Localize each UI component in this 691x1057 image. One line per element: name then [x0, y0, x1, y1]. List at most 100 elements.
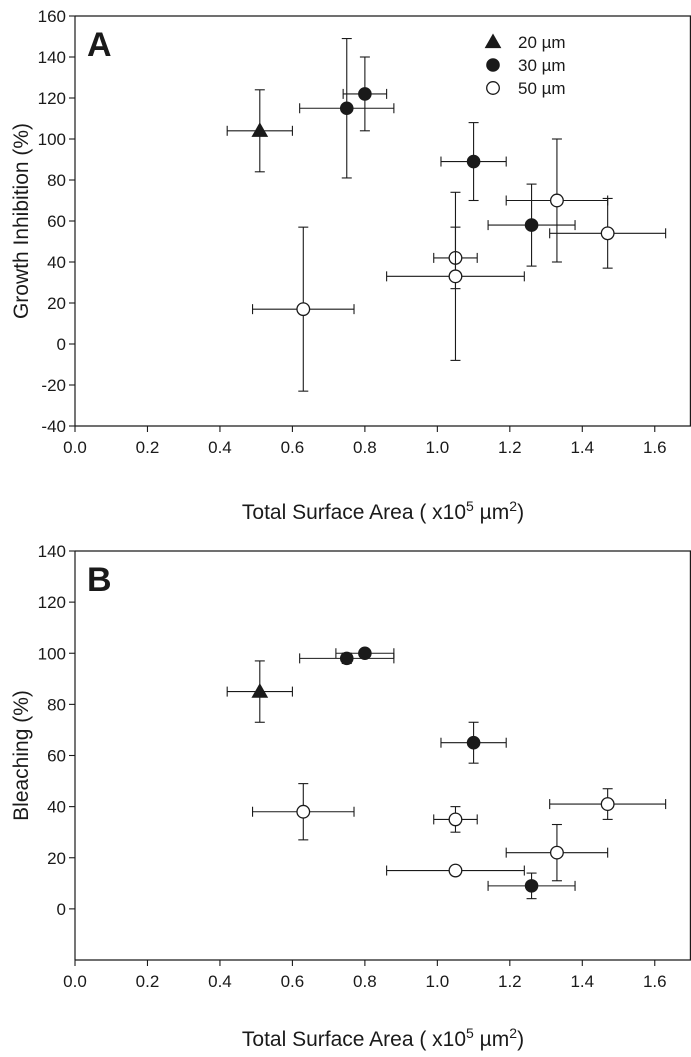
- x-tick-label: 1.0: [426, 972, 450, 991]
- y-tick-label: 20: [47, 294, 66, 313]
- x-tick-label: 0.4: [208, 438, 232, 457]
- x-tick-label: 1.4: [570, 972, 594, 991]
- series-20m: [226, 660, 293, 723]
- x-tick-label: 1.0: [426, 438, 450, 457]
- point-marker: [296, 302, 311, 317]
- x-tick-label: 1.2: [498, 438, 522, 457]
- legend-label: 50 µm: [518, 79, 566, 98]
- point-marker: [549, 845, 564, 860]
- x-tick-label: 0.6: [281, 972, 305, 991]
- data-point: [505, 138, 609, 263]
- data-point: [335, 646, 395, 661]
- y-tick-label: 60: [47, 747, 66, 766]
- y-tick-label: 0: [57, 900, 66, 919]
- y-tick-label: 140: [38, 48, 66, 67]
- x-axis-title-superscript: 5: [466, 498, 474, 514]
- x-tick-label: 1.2: [498, 972, 522, 991]
- y-tick-label: 120: [38, 89, 66, 108]
- point-marker: [448, 812, 463, 827]
- y-axis-title: Bleaching (%): [10, 690, 33, 821]
- y-tick-label: 20: [47, 849, 66, 868]
- panel-label: B: [87, 561, 112, 599]
- y-tick-label: 140: [38, 542, 66, 561]
- x-axis-title-part: ): [517, 1028, 524, 1051]
- x-axis-title-superscript: 5: [466, 1025, 474, 1041]
- series-30m: [299, 37, 576, 267]
- x-tick-label: 1.6: [643, 972, 667, 991]
- y-tick-label: 120: [38, 593, 66, 612]
- series-50m: [252, 138, 667, 392]
- x-axis-title-superscript: 2: [509, 1025, 517, 1041]
- legend-label: 30 µm: [518, 56, 566, 75]
- x-tick-label: 0.2: [136, 438, 160, 457]
- x-axis-title: Total Surface Area ( x105 µm2): [242, 1025, 524, 1051]
- x-tick-label: 0.2: [136, 972, 160, 991]
- x-tick-label: 0.8: [353, 438, 377, 457]
- x-tick-label: 0.4: [208, 972, 232, 991]
- data-point: [252, 783, 355, 841]
- y-tick-label: 80: [47, 171, 66, 190]
- data-point: [226, 89, 293, 173]
- legend-marker: [486, 58, 500, 72]
- point-marker: [466, 735, 481, 750]
- x-tick-label: 1.6: [643, 438, 667, 457]
- data-point: [226, 660, 293, 723]
- data-point: [252, 226, 355, 392]
- y-tick-label: 0: [57, 335, 66, 354]
- x-tick-label: 0.6: [281, 438, 305, 457]
- chart-panel-a: -40 -20 0 20 40 60 80 100 120 140 160 0.0 0.2 0.4 0.6 0…: [10, 7, 691, 524]
- x-axis-title: Total Surface Area ( x105 µm2): [242, 498, 524, 524]
- series-30m: [299, 646, 576, 900]
- x-tick-label: 0.8: [353, 972, 377, 991]
- y-tick-label: 60: [47, 212, 66, 231]
- data-point: [342, 56, 388, 132]
- data-point: [440, 122, 507, 202]
- y-tick-label: 40: [47, 253, 66, 272]
- x-tick-label: 0.0: [63, 438, 87, 457]
- x-axis-title-part: µm: [474, 501, 509, 524]
- point-marker: [296, 804, 311, 819]
- point-marker: [600, 226, 615, 241]
- legend: 20 µm 30 µm 50 µm: [484, 33, 566, 98]
- data-point: [386, 863, 525, 878]
- y-tick-label: 100: [38, 130, 66, 149]
- data-point: [440, 721, 507, 764]
- data-point: [433, 806, 478, 833]
- y-tick-label: -40: [41, 417, 66, 436]
- point-marker: [524, 218, 539, 232]
- data-point: [299, 37, 395, 179]
- legend-marker: [486, 81, 500, 95]
- point-marker: [251, 122, 269, 137]
- point-marker: [524, 879, 539, 893]
- series-20m: [226, 89, 293, 173]
- x-tick-label: 0.0: [63, 972, 87, 991]
- x-axis-title-part: µm: [474, 1028, 509, 1051]
- point-marker: [339, 101, 354, 116]
- y-tick-label: 160: [38, 7, 66, 26]
- y-tick-label: 80: [47, 695, 66, 714]
- data-point: [487, 183, 576, 267]
- point-marker: [600, 797, 615, 812]
- data-point: [505, 823, 609, 882]
- data-point: [549, 788, 667, 820]
- series-50m: [252, 783, 667, 882]
- x-axis-title-part: Total Surface Area ( x10: [242, 501, 466, 524]
- point-marker: [358, 87, 372, 101]
- legend-label: 20 µm: [518, 33, 566, 52]
- y-axis-title: Growth Inhibition (%): [10, 123, 33, 319]
- data-point: [487, 872, 576, 900]
- point-marker: [466, 154, 481, 169]
- legend-marker: [484, 33, 502, 49]
- y-tick-label: 100: [38, 644, 66, 663]
- point-marker: [549, 193, 564, 208]
- x-axis-title-superscript: 2: [509, 498, 517, 514]
- y-tick-label: -20: [41, 376, 66, 395]
- y-tick-label: 40: [47, 798, 66, 817]
- data-point: [299, 651, 395, 666]
- panel-label: A: [87, 26, 112, 64]
- data-point: [549, 197, 667, 269]
- point-marker: [358, 646, 372, 661]
- x-tick-label: 1.4: [570, 438, 594, 457]
- data-point: [386, 191, 525, 361]
- x-axis-title-part: Total Surface Area ( x10: [242, 1028, 466, 1051]
